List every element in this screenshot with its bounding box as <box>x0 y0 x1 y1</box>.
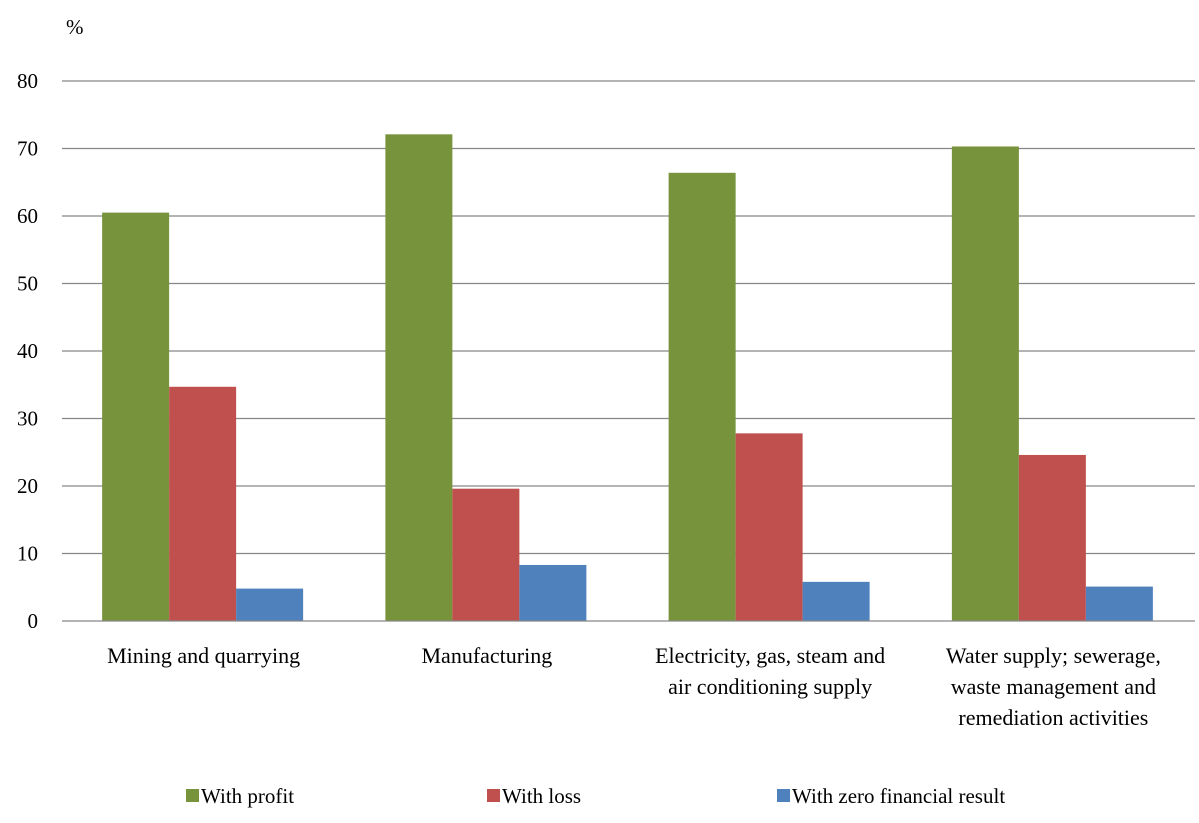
bar-with-loss-0 <box>169 386 237 621</box>
bar-with-zero-financial-result-0 <box>236 588 304 621</box>
bar-with-zero-financial-result-3 <box>1085 586 1153 621</box>
bar-with-profit-2 <box>668 172 736 622</box>
y-tick-label: 60 <box>17 204 38 228</box>
bar-with-profit-1 <box>385 134 453 621</box>
y-tick-label: 50 <box>17 272 38 296</box>
x-category-label: Water supply; sewerage, waste management … <box>946 643 1161 730</box>
bar-with-zero-financial-result-2 <box>802 581 870 621</box>
axes: % 0 10 20 30 40 50 60 70 80 Mining and quarrying Ma… <box>17 15 1195 730</box>
bars <box>102 134 1153 622</box>
bar-with-loss-2 <box>735 433 803 621</box>
y-tick-label: 80 <box>17 69 38 93</box>
y-tick-label: 0 <box>28 609 39 633</box>
y-tick-label: 20 <box>17 474 38 498</box>
y-tick-label: 70 <box>17 137 38 161</box>
y-tick-label: 30 <box>17 407 38 431</box>
unit-label: % <box>66 15 84 39</box>
legend-swatch <box>487 789 500 802</box>
legend-swatch <box>186 789 199 802</box>
bar-with-loss-3 <box>1018 454 1086 621</box>
legend-item: With profit <box>186 784 294 808</box>
legend-swatch <box>777 789 790 802</box>
x-category-label: Mining and quarrying <box>107 643 300 668</box>
bar-with-zero-financial-result-1 <box>519 564 587 621</box>
bar-with-loss-1 <box>452 488 520 621</box>
legend-label: With zero financial result <box>792 784 1005 808</box>
legend-label: With profit <box>201 784 294 808</box>
legend-label: With loss <box>502 784 581 808</box>
x-category-label: Manufacturing <box>422 643 553 668</box>
y-tick-label: 40 <box>17 339 38 363</box>
bar-with-profit-3 <box>951 146 1019 621</box>
gridlines <box>62 80 1195 555</box>
legend: With profit With loss With zero financial … <box>186 784 1005 808</box>
legend-item: With loss <box>487 784 581 808</box>
x-category-label: Electricity, gas, steam and air condition… <box>655 643 885 699</box>
bar-with-profit-0 <box>102 212 170 621</box>
legend-item: With zero financial result <box>777 784 1005 808</box>
y-tick-label: 10 <box>17 542 38 566</box>
